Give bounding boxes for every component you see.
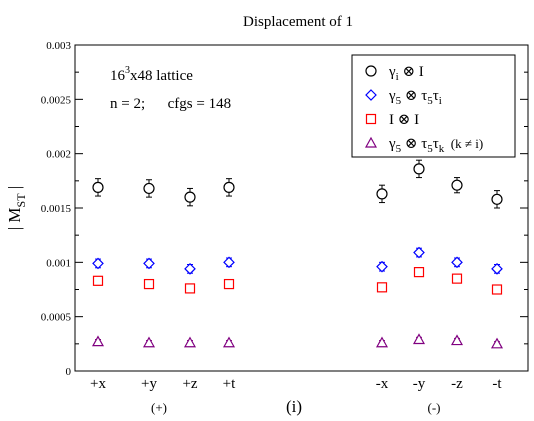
point-s1-p4 <box>376 260 388 273</box>
group-label-plus: (+) <box>151 400 167 415</box>
lattice-rest: x48 lattice <box>130 68 193 84</box>
point-s2-p4 <box>376 282 388 293</box>
point-s1-p6 <box>451 256 463 269</box>
x-tick-label-7: -t <box>492 376 502 392</box>
point-s2-p2 <box>184 283 196 294</box>
point-s3-p1 <box>142 336 156 348</box>
y-axis-label-sub: ST <box>14 193 28 208</box>
point-s2-p5 <box>413 267 425 278</box>
point-s1-p2 <box>184 263 196 275</box>
y-axis: 0 0.0005 0.001 0.0015 0.002 0.0025 0.003 <box>41 40 528 378</box>
lattice-base: 16 <box>110 68 126 84</box>
legend-entry-1-sub2: 5 <box>427 95 433 107</box>
point-s3-p0 <box>91 335 105 347</box>
x-tick-label-2: +z <box>182 376 197 392</box>
y-tick-label-6: 0.003 <box>46 40 71 52</box>
point-s3-p2 <box>183 336 197 348</box>
point-s0-p3 <box>223 181 235 193</box>
point-s2-p7 <box>491 284 503 295</box>
point-s0-p5 <box>413 163 425 175</box>
y-tick-label-1: 0.0005 <box>41 312 72 324</box>
point-s3-p3 <box>222 336 236 348</box>
y-axis-label-end: | <box>5 186 24 194</box>
legend-entry-1-rest2: τ <box>433 88 439 104</box>
y-axis-label-main: | M <box>5 207 24 230</box>
legend-entry-3: γ5 ⊗ τ5τk (k ≠ i) <box>388 136 483 155</box>
legend-entry-3-sub2: 5 <box>427 143 433 155</box>
lattice-exponent: 3 <box>125 65 130 76</box>
point-s0-p4 <box>376 188 388 200</box>
x-tick-label-4: -x <box>376 376 389 392</box>
legend-entry-3-rest2: τ <box>433 136 439 152</box>
point-s3-p7 <box>490 337 504 349</box>
y-axis-label: | MST | <box>5 186 28 230</box>
x-tick-label-1: +y <box>141 376 157 392</box>
group-label-minus: (-) <box>428 400 441 415</box>
legend: γi ⊗ I γ5 ⊗ τ5τi I ⊗ I γ5 ⊗ τ5τk (k ≠ i) <box>351 54 516 158</box>
point-s1-p3 <box>223 256 235 269</box>
point-s1-p1 <box>143 257 155 270</box>
legend-entry-0-main: γ <box>388 64 396 80</box>
legend-entry-3-main: γ <box>388 136 396 152</box>
legend-marker-3 <box>364 136 378 148</box>
point-s2-p1 <box>143 278 155 290</box>
x-tick-label-3: +t <box>223 376 236 392</box>
legend-entry-2: I ⊗ I <box>389 112 419 128</box>
point-s1-p5 <box>413 246 425 259</box>
legend-entry-3-sub3: k <box>439 143 445 155</box>
point-s0-p1 <box>143 182 155 195</box>
x-tick-label-5: -y <box>413 376 426 392</box>
y-tick-label-0: 0 <box>66 366 72 378</box>
point-s0-p2 <box>184 191 196 203</box>
x-tick-label-0: +x <box>90 376 106 392</box>
lattice-annotation: 163x48 lattice <box>110 65 193 84</box>
legend-entry-1-sub: 5 <box>396 95 402 107</box>
point-s2-p6 <box>451 273 463 284</box>
legend-entry-3-sub: 5 <box>396 143 402 155</box>
y-tick-label-4: 0.002 <box>46 149 71 161</box>
legend-entry-1-sub3: i <box>439 95 442 107</box>
legend-entry-0-rest: ⊗ I <box>399 64 424 80</box>
legend-entry-0-sub: i <box>396 71 399 83</box>
point-s0-p7 <box>491 193 503 205</box>
point-s2-p0 <box>92 275 104 286</box>
y-tick-label-3: 0.0015 <box>41 203 72 215</box>
point-s3-p4 <box>375 336 389 348</box>
point-s3-p6 <box>450 334 464 346</box>
data-marks <box>91 159 504 349</box>
legend-entry-3-rest: ⊗ τ <box>401 136 427 152</box>
point-s1-p7 <box>491 263 503 275</box>
x-tick-label-6: -z <box>451 376 463 392</box>
legend-box <box>351 54 516 158</box>
point-s2-p3 <box>223 278 235 290</box>
panel-label: (i) <box>286 397 302 416</box>
point-s0-p6 <box>451 179 463 191</box>
y-tick-label-5: 0.0025 <box>41 94 72 106</box>
legend-entry-1-rest: ⊗ τ <box>401 88 427 104</box>
legend-entry-1: γ5 ⊗ τ5τi <box>388 88 442 107</box>
y-tick-label-2: 0.001 <box>46 257 71 269</box>
x-axis-tick-labels: +x +y +z +t -x -y -z -t <box>90 376 502 392</box>
params-annotation: n = 2; cfgs = 148 <box>110 96 231 112</box>
legend-markers <box>364 65 378 148</box>
legend-entry-1-main: γ <box>388 88 396 104</box>
legend-entry-0: γi ⊗ I <box>388 64 424 83</box>
legend-marker-2 <box>365 113 377 125</box>
chart-title: Displacement of 1 <box>243 14 353 30</box>
point-s3-p5 <box>412 333 426 345</box>
point-s0-p0 <box>92 181 104 193</box>
legend-marker-0 <box>365 65 377 77</box>
legend-entry-3-tail: (k ≠ i) <box>444 136 483 151</box>
point-s1-p0 <box>92 257 104 270</box>
legend-marker-1 <box>365 89 377 101</box>
